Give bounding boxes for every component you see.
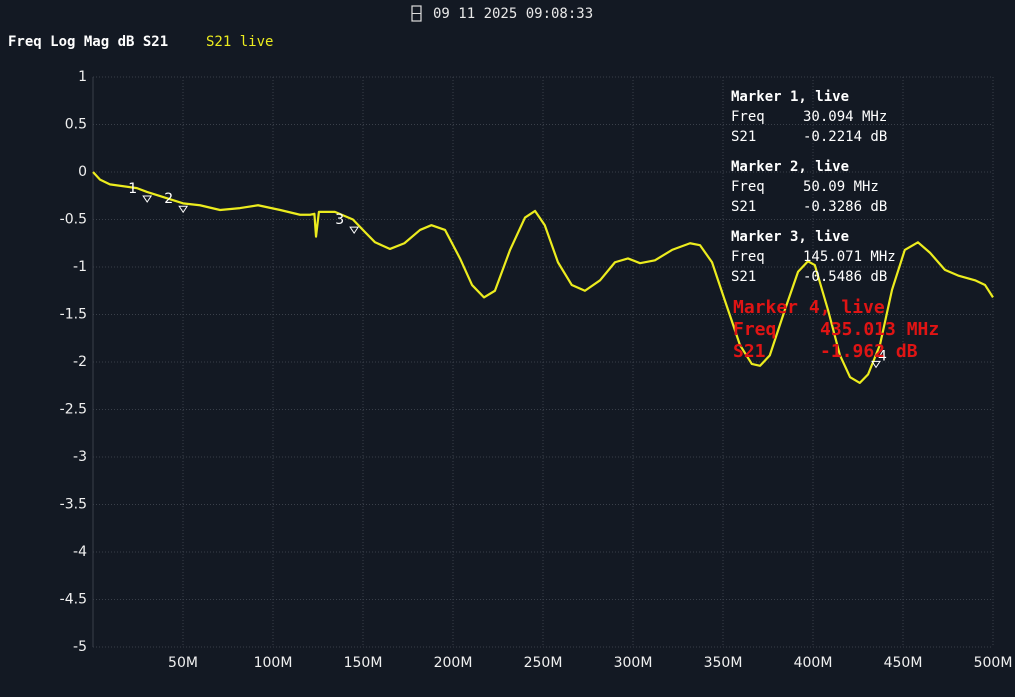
x-tick-label: 450M [884,655,923,671]
y-tick-label: -2 [73,354,87,370]
readout-label: S21 [731,129,756,145]
y-tick-label: -3 [73,449,87,465]
readout-label: S21 [731,269,756,285]
y-tick-label: 0.5 [65,117,87,133]
y-tick-label: -3.5 [60,497,87,513]
x-tick-label: 250M [524,655,563,671]
readout-heading: Marker 4, live [733,297,885,318]
y-tick-label: -1.5 [60,307,87,323]
chart-title: Freq Log Mag dB S21 [8,34,168,50]
readout-value: 30.094 MHz [803,109,887,125]
marker-triangle [142,195,153,203]
readout-label: Freq [733,319,776,340]
readout-heading: Marker 2, live [731,159,849,175]
x-tick-label: 100M [254,655,293,671]
y-tick-label: -1 [73,259,87,275]
readout-value: -0.5486 dB [803,269,887,285]
y-tick-label: -2.5 [60,402,87,418]
y-tick-label: -4 [73,544,87,560]
marker-label: 3 [335,212,344,228]
readout-heading: Marker 3, live [731,229,849,245]
marker-label: 1 [128,181,137,197]
readout-value: -0.3286 dB [803,199,887,215]
y-tick-label: 0 [78,164,87,180]
readout-label: Freq [731,109,765,125]
readout-label: Freq [731,179,765,195]
marker-label: 2 [164,191,173,207]
readout-label: S21 [731,199,756,215]
readout-heading: Marker 1, live [731,89,849,105]
x-tick-label: 300M [614,655,653,671]
readout-value: -0.2214 dB [803,129,887,145]
readout-label: S21 [733,341,766,362]
readout-label: Freq [731,249,765,265]
x-tick-label: 150M [344,655,383,671]
marker-triangle [178,205,189,214]
y-tick-label: -0.5 [60,212,87,228]
marker-label: 4 [878,348,887,364]
x-tick-label: 500M [974,655,1013,671]
readout-value: -1.962 dB [820,341,918,362]
x-tick-label: 200M [434,655,473,671]
x-tick-label: 400M [794,655,833,671]
y-tick-label: -5 [73,639,87,655]
x-tick-label: 50M [168,655,198,671]
readout-value: 435.013 MHz [820,319,939,340]
marker-triangle [871,360,881,369]
trace [92,171,994,384]
y-tick-label: 1 [78,69,87,85]
readout-value: 50.09 MHz [803,179,879,195]
timestamp: 09 11 2025 09:08:33 [433,6,593,22]
legend-entry[interactable]: S21 live [206,34,273,50]
x-tick-label: 350M [704,655,743,671]
y-tick-label: -4.5 [60,592,87,608]
readout-value: 145.071 MHz [803,249,896,265]
marker-triangle [349,226,360,235]
